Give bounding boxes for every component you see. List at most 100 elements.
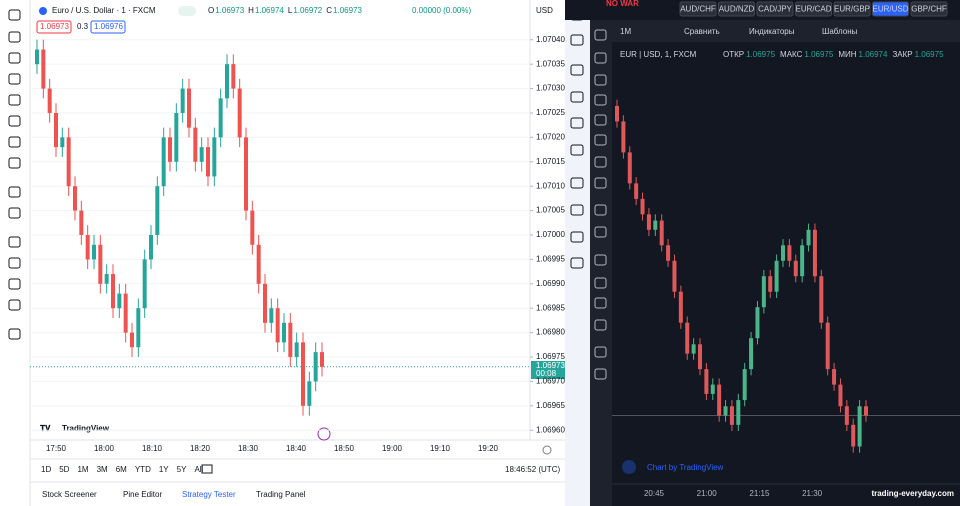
tool-icon[interactable]: [570, 231, 584, 243]
x-tick-label: 18:40: [286, 444, 307, 453]
pair-label[interactable]: EUR/GBP: [834, 5, 870, 14]
tool-icon[interactable]: [570, 144, 584, 156]
tool-icon[interactable]: [8, 73, 21, 85]
spread: 0.3: [77, 22, 89, 31]
pair-label[interactable]: EUR/USD: [872, 5, 908, 14]
tool-icon[interactable]: [570, 257, 584, 269]
x-tick-label: 18:00: [94, 444, 115, 453]
timeframe-button[interactable]: All: [194, 465, 203, 474]
tool-icon[interactable]: [594, 319, 607, 331]
toolbar-button[interactable]: Шаблоны: [822, 27, 858, 36]
tool-icon[interactable]: [570, 204, 584, 216]
watermark: trading-everyday.com: [871, 489, 954, 498]
candle-body: [206, 147, 210, 177]
tool-icon[interactable]: [570, 64, 584, 76]
tool-icon[interactable]: [594, 226, 607, 238]
candle-body: [634, 183, 639, 199]
logo: TradingView: [62, 424, 110, 433]
buy-box[interactable]: [90, 20, 126, 34]
right-panel: [565, 0, 960, 506]
tool-icon[interactable]: [570, 117, 584, 129]
pair-label[interactable]: CAD/JPY: [758, 5, 792, 14]
tool-icon[interactable]: [594, 204, 607, 216]
ohlc-label: O: [208, 6, 214, 15]
timeframe-button[interactable]: 5D: [59, 465, 69, 474]
tool-icon[interactable]: [8, 9, 21, 21]
replay-icon[interactable]: [317, 427, 331, 441]
tool-icon[interactable]: [8, 94, 21, 106]
panel-tab[interactable]: Stock Screener: [42, 490, 97, 499]
tool-icon[interactable]: [570, 34, 584, 46]
timeframe-button[interactable]: 1Y: [159, 465, 169, 474]
tool-icon[interactable]: [594, 29, 607, 41]
logo-mark: 𝐓𝐕: [40, 424, 51, 433]
pair-button[interactable]: [756, 1, 794, 17]
panel-tab[interactable]: Strategy Tester: [182, 490, 236, 499]
timeframe-button[interactable]: 1M: [77, 465, 88, 474]
tool-icon[interactable]: [594, 346, 607, 358]
pair-button[interactable]: [833, 1, 871, 17]
tool-icon[interactable]: [570, 177, 584, 189]
tool-icon[interactable]: [8, 186, 21, 198]
tool-icon[interactable]: [8, 299, 21, 311]
symbol-title[interactable]: Euro / U.S. Dollar · 1 · FXCM: [52, 6, 156, 15]
candle-body: [685, 322, 690, 354]
tool-icon[interactable]: [8, 115, 21, 127]
tool-icon[interactable]: [594, 277, 607, 289]
panel-tab[interactable]: Trading Panel: [256, 490, 306, 499]
ohlc-label: МИН: [838, 50, 856, 59]
tool-icon[interactable]: [594, 52, 607, 64]
tool-icon[interactable]: [8, 328, 21, 340]
tool-icon[interactable]: [8, 157, 21, 169]
timeframe-button[interactable]: 6M: [116, 465, 127, 474]
tool-icon[interactable]: [594, 156, 607, 168]
date-range-icon[interactable]: [201, 464, 213, 474]
tool-icon[interactable]: [594, 254, 607, 266]
tool-icon[interactable]: [8, 278, 21, 290]
tool-icon[interactable]: [8, 136, 21, 148]
tool-icon[interactable]: [594, 114, 607, 126]
candle-body: [111, 274, 115, 309]
settings-icon[interactable]: [542, 445, 552, 455]
buy-price[interactable]: 1.06976: [94, 22, 123, 31]
candle-body: [825, 322, 830, 370]
tool-icon[interactable]: [594, 177, 607, 189]
tool-icon[interactable]: [594, 368, 607, 380]
sell-box[interactable]: [36, 20, 72, 34]
pair-label[interactable]: GBP/CHF: [911, 5, 947, 14]
pair-label[interactable]: AUD/NZD: [719, 5, 755, 14]
toolbar-button[interactable]: Индикаторы: [749, 27, 795, 36]
tool-icon[interactable]: [8, 257, 21, 269]
timeframe-button[interactable]: 3M: [97, 465, 108, 474]
candle-body: [263, 283, 267, 323]
timeframe-button[interactable]: YTD: [135, 465, 151, 474]
tool-icon[interactable]: [8, 31, 21, 43]
toolbar-button[interactable]: Сравнить: [684, 27, 720, 36]
tool-icon[interactable]: [570, 9, 584, 21]
tool-icon[interactable]: [8, 52, 21, 64]
currency[interactable]: USD: [536, 6, 553, 15]
pair-button[interactable]: [910, 1, 948, 17]
candle-body: [666, 245, 671, 261]
tool-icon[interactable]: [594, 297, 607, 309]
y-tick-label: 1.06985: [536, 303, 565, 312]
tool-icon[interactable]: [8, 207, 21, 219]
pair-label[interactable]: AUD/CHF: [680, 5, 716, 14]
timeframe-button[interactable]: 1D: [41, 465, 51, 474]
tool-icon[interactable]: [8, 236, 21, 248]
interval[interactable]: 1M: [620, 27, 631, 36]
timeframe-button[interactable]: 5Y: [177, 465, 187, 474]
tool-icon[interactable]: [594, 74, 607, 86]
sell-price[interactable]: 1.06973: [40, 22, 69, 31]
tool-icon[interactable]: [594, 134, 607, 146]
pair-button[interactable]: [872, 1, 909, 17]
pair-button[interactable]: [795, 1, 832, 17]
panel-tab[interactable]: Pine Editor: [123, 490, 162, 499]
pair-button[interactable]: [718, 1, 755, 17]
tool-icon[interactable]: [594, 94, 607, 106]
pair-label[interactable]: EUR/CAD: [795, 5, 831, 14]
pair-button[interactable]: [679, 1, 717, 17]
x-tick-label: 17:50: [46, 444, 67, 453]
tool-icon[interactable]: [570, 91, 584, 103]
